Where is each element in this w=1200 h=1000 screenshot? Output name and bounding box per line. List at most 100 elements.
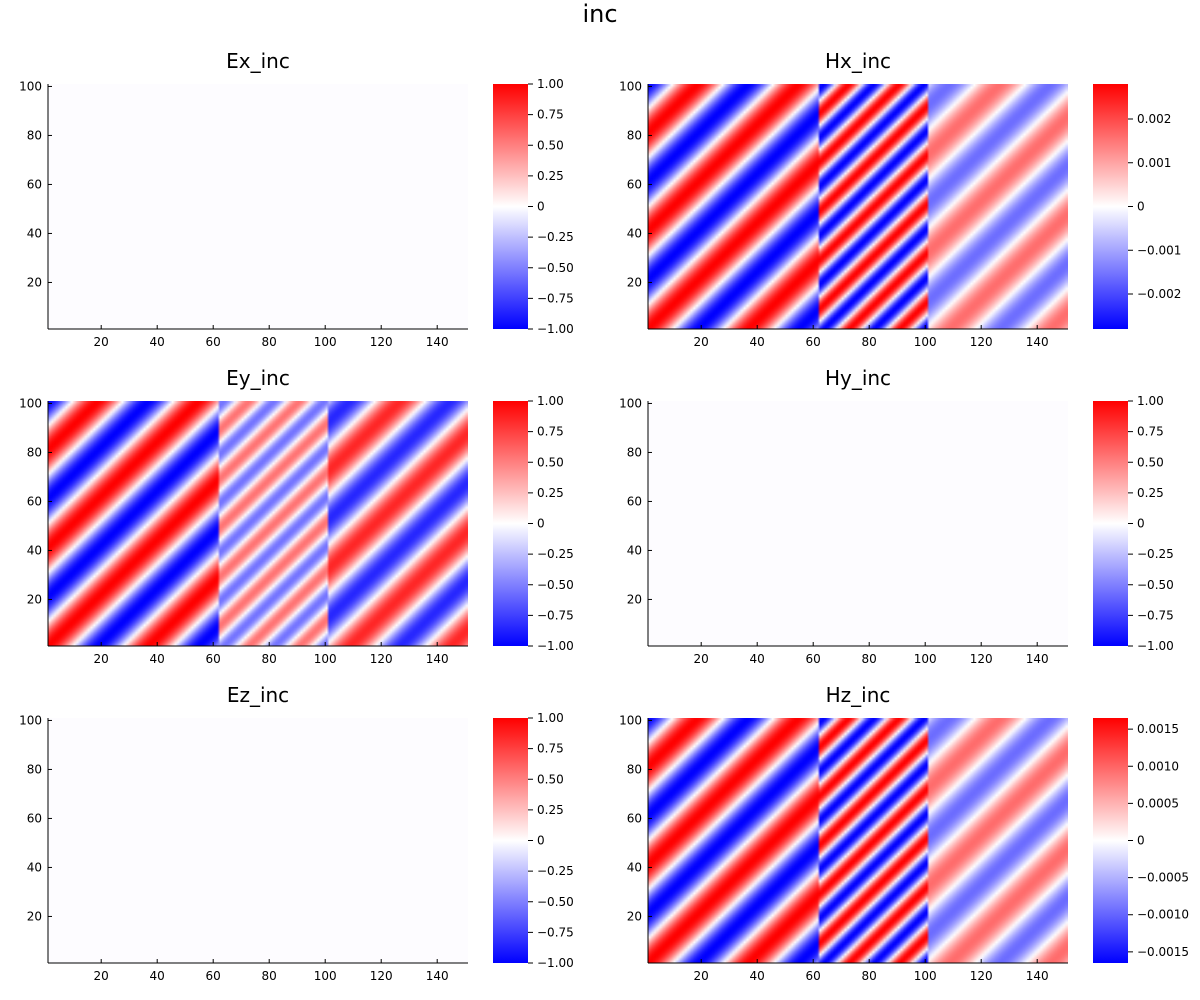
x-tick-label: 20 xyxy=(94,652,109,666)
colorbar-tick-label: −1.00 xyxy=(1137,639,1174,653)
colorbar-tick-label: −0.25 xyxy=(1137,547,1174,561)
y-tick-label: 40 xyxy=(627,543,642,557)
y-tick-label: 20 xyxy=(627,909,642,923)
x-tick-label: 20 xyxy=(94,335,109,349)
y-tick-label: 40 xyxy=(627,226,642,240)
x-tick-label: 60 xyxy=(806,969,821,983)
colorbar-tick-label: 0.0015 xyxy=(1137,722,1179,736)
figure-title: inc xyxy=(582,0,618,28)
colorbar-tick-label: 0 xyxy=(537,834,545,848)
x-tick-label: 120 xyxy=(370,652,393,666)
x-tick-label: 120 xyxy=(970,969,993,983)
colorbar-tick-label: 0.50 xyxy=(537,455,564,469)
y-tick-label: 100 xyxy=(619,713,642,727)
colorbar-tick-label: 0.50 xyxy=(537,138,564,152)
colorbar-tick-label: −0.50 xyxy=(537,578,574,592)
subplot-Ex_inc: Ex_inc 20 40 60 80 100 120 140 20 40 60 80 100 −1.00 −… xyxy=(19,49,574,349)
colorbar-tick-label: 0 xyxy=(1137,200,1145,214)
colorbar-tick-label: 1.00 xyxy=(537,394,564,408)
colorbar xyxy=(493,718,528,963)
y-tick-label: 20 xyxy=(27,592,42,606)
y-tick-label: 80 xyxy=(27,128,42,142)
x-tick-label: 80 xyxy=(262,652,277,666)
colorbar-tick-label: −0.25 xyxy=(537,230,574,244)
heatmap-image xyxy=(48,84,468,329)
colorbar-tick-label: 0.002 xyxy=(1137,112,1171,126)
colorbar xyxy=(1093,84,1128,329)
y-tick-label: 80 xyxy=(627,762,642,776)
x-tick-label: 120 xyxy=(370,335,393,349)
x-tick-label: 60 xyxy=(206,969,221,983)
y-tick-label: 60 xyxy=(627,494,642,508)
colorbar xyxy=(493,401,528,646)
colorbar-tick-label: −0.0015 xyxy=(1137,945,1189,959)
colorbar-tick-label: 0.75 xyxy=(537,108,564,122)
y-tick-label: 40 xyxy=(627,860,642,874)
x-tick-label: 100 xyxy=(314,969,337,983)
colorbar-tick-label: −0.25 xyxy=(537,547,574,561)
subplot-title: Hy_inc xyxy=(825,366,891,390)
colorbar-tick-label: −0.50 xyxy=(537,261,574,275)
colorbar-tick-label: −0.50 xyxy=(537,895,574,909)
y-tick-label: 20 xyxy=(627,592,642,606)
y-tick-label: 80 xyxy=(27,762,42,776)
colorbar-tick-label: 1.00 xyxy=(537,77,564,91)
subplot-Hy_inc: Hy_inc 20 40 60 80 100 120 140 20 40 60 80 100 −1.00 −… xyxy=(619,366,1174,666)
x-tick-label: 140 xyxy=(1026,652,1049,666)
x-tick-label: 140 xyxy=(426,335,449,349)
subplot-title: Ex_inc xyxy=(226,49,290,73)
heatmap-image xyxy=(648,401,1068,646)
y-tick-label: 60 xyxy=(627,177,642,191)
heatmap-image xyxy=(648,718,1068,963)
x-tick-label: 20 xyxy=(94,969,109,983)
x-tick-label: 140 xyxy=(1026,335,1049,349)
y-tick-label: 80 xyxy=(627,445,642,459)
colorbar-tick-label: 0.75 xyxy=(1137,425,1164,439)
colorbar-tick-label: 0.50 xyxy=(537,772,564,786)
colorbar-tick-label: 0.75 xyxy=(537,742,564,756)
x-tick-label: 100 xyxy=(314,335,337,349)
subplot-Hx_inc: Hx_inc 20 40 60 80 100 120 140 20 40 60 80 100 −0.002… xyxy=(619,49,1181,349)
colorbar-tick-label: 1.00 xyxy=(537,711,564,725)
colorbar-tick-label: 0.0005 xyxy=(1137,796,1179,810)
x-tick-label: 80 xyxy=(262,969,277,983)
x-tick-label: 80 xyxy=(862,335,877,349)
colorbar-tick-label: −0.75 xyxy=(537,291,574,305)
x-tick-label: 120 xyxy=(970,652,993,666)
subplot-Hz_inc: Hz_inc 20 40 60 80 100 120 140 20 40 60 80 100 −0.001… xyxy=(619,683,1189,983)
y-tick-label: 100 xyxy=(619,79,642,93)
colorbar-tick-label: 0 xyxy=(537,200,545,214)
heatmap-image xyxy=(648,84,1068,329)
y-tick-label: 60 xyxy=(27,494,42,508)
x-tick-label: 80 xyxy=(262,335,277,349)
colorbar-tick-label: −1.00 xyxy=(537,639,574,653)
x-tick-label: 40 xyxy=(150,335,165,349)
colorbar-tick-label: −0.75 xyxy=(1137,608,1174,622)
heatmap-image xyxy=(48,401,468,646)
colorbar-tick-label: −0.75 xyxy=(537,925,574,939)
x-tick-label: 140 xyxy=(426,969,449,983)
colorbar xyxy=(493,84,528,329)
y-tick-label: 60 xyxy=(627,811,642,825)
x-tick-label: 40 xyxy=(750,335,765,349)
x-tick-label: 80 xyxy=(862,652,877,666)
x-tick-label: 140 xyxy=(426,652,449,666)
x-tick-label: 60 xyxy=(206,335,221,349)
colorbar-tick-label: 0.25 xyxy=(537,486,564,500)
colorbar-tick-label: −1.00 xyxy=(537,322,574,336)
subplot-title: Ez_inc xyxy=(227,683,289,707)
x-tick-label: 80 xyxy=(862,969,877,983)
colorbar-tick-label: 0.001 xyxy=(1137,156,1171,170)
y-tick-label: 40 xyxy=(27,860,42,874)
x-tick-label: 40 xyxy=(750,969,765,983)
x-tick-label: 20 xyxy=(694,969,709,983)
colorbar-tick-label: −0.001 xyxy=(1137,243,1181,257)
heatmap-image xyxy=(48,718,468,963)
colorbar-tick-label: 0.75 xyxy=(537,425,564,439)
x-tick-label: 60 xyxy=(806,335,821,349)
colorbar-tick-label: −0.002 xyxy=(1137,287,1181,301)
x-tick-label: 60 xyxy=(806,652,821,666)
y-tick-label: 20 xyxy=(27,909,42,923)
colorbar xyxy=(1093,718,1128,963)
